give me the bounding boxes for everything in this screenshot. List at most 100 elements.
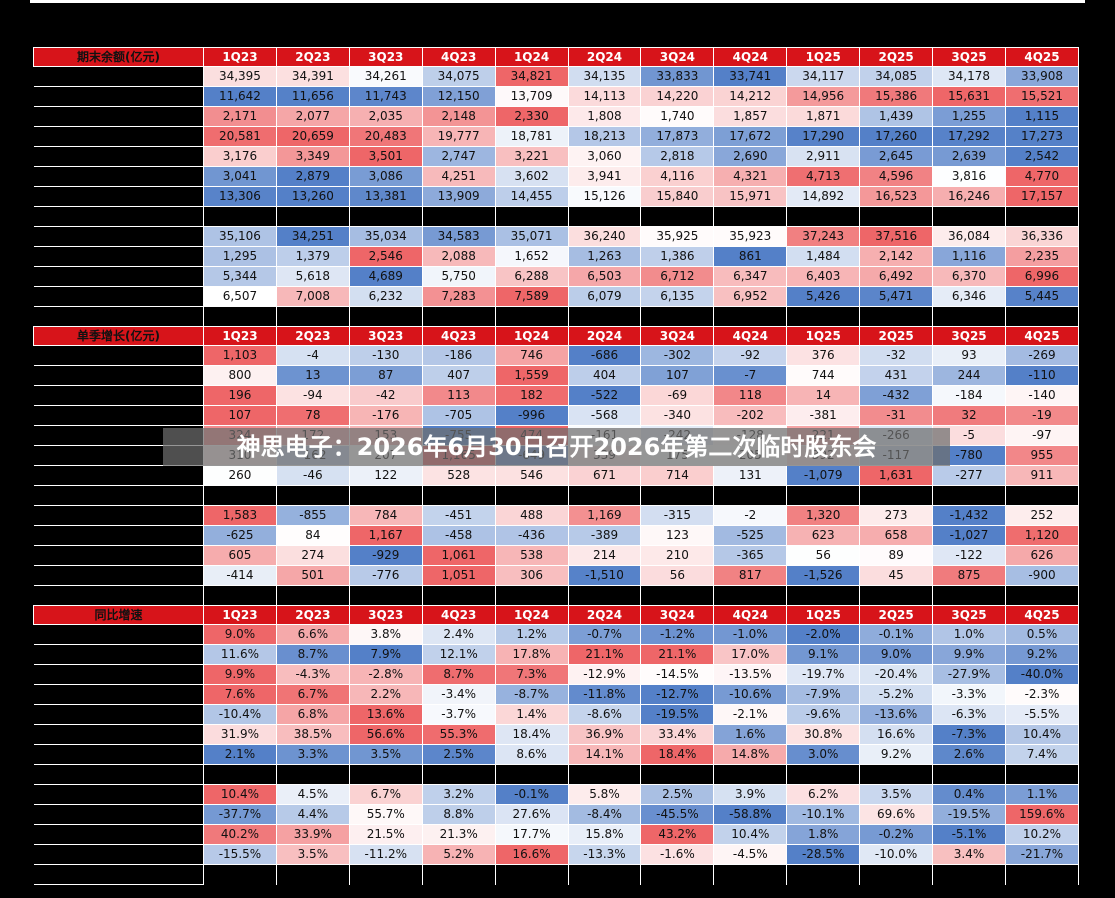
value-cell: 1,255 [932, 106, 1006, 127]
value-cell: 15,386 [859, 86, 934, 107]
value-cell: 5,471 [859, 286, 934, 307]
value-cell: 2,142 [859, 246, 934, 267]
blank-cell [567, 764, 642, 785]
blank-cell [932, 864, 1006, 885]
value-cell: 3.5% [275, 844, 350, 865]
value-cell: -42 [348, 385, 423, 406]
value-cell: 1,263 [567, 246, 642, 267]
value-cell: -10.6% [713, 684, 788, 705]
row: 107 78 -176 -705 -996 -568 -340 -202 -381 -31 32 -1… [33, 405, 1080, 426]
value-cell: 5.2% [421, 844, 496, 865]
value-cell: 9.9% [932, 644, 1006, 665]
value-cell: 8.6% [494, 744, 569, 765]
blank-cell [932, 585, 1006, 606]
value-cell: 2,879 [275, 166, 350, 187]
value-cell: 159.6% [1004, 804, 1080, 825]
value-cell: 14,956 [786, 86, 861, 107]
value-cell: 14,455 [494, 186, 569, 207]
value-cell: 11,642 [203, 86, 277, 107]
value-cell: 214 [567, 545, 642, 566]
value-cell: -302 [640, 345, 715, 366]
value-cell: 1,559 [494, 365, 569, 386]
value-cell: 1.0% [932, 624, 1006, 645]
value-cell: 1,115 [1004, 106, 1080, 127]
column-header: 3Q23 [348, 326, 423, 346]
value-cell: 30.8% [786, 724, 861, 745]
value-cell: 17,273 [1004, 126, 1080, 147]
row: 3,176 3,349 3,501 2,747 3,221 3,060 2,818 2,690… [33, 146, 1080, 167]
blank-cell [713, 864, 788, 885]
value-cell: -37.7% [203, 804, 277, 825]
value-cell: 2,171 [203, 106, 277, 127]
blank-cell [275, 306, 350, 327]
column-header: 4Q24 [713, 326, 788, 346]
blank-cell [203, 306, 277, 327]
value-cell: -625 [203, 525, 277, 546]
row: 1,103 -4 -130 -186 746 -686 -302 -92 376 -32 93 -26… [33, 345, 1080, 366]
value-cell: 3,349 [275, 146, 350, 167]
value-cell: 501 [275, 565, 350, 586]
value-cell: -432 [859, 385, 934, 406]
blank-cell [859, 764, 934, 785]
value-cell: 113 [421, 385, 496, 406]
value-cell: 17.7% [494, 824, 569, 845]
value-cell: -451 [421, 505, 496, 526]
value-cell: 37,243 [786, 226, 861, 247]
value-cell: 5,618 [275, 266, 350, 287]
value-cell: 6,079 [567, 286, 642, 307]
value-cell: 2,077 [275, 106, 350, 127]
value-cell: -389 [567, 525, 642, 546]
value-cell: 6,370 [932, 266, 1006, 287]
value-cell: 2.6% [932, 744, 1006, 765]
column-header: 2Q25 [859, 47, 934, 67]
value-cell: -315 [640, 505, 715, 526]
value-cell: 7,589 [494, 286, 569, 307]
row-label [33, 545, 204, 566]
value-cell: 89 [859, 545, 934, 566]
row-label [33, 186, 204, 207]
blank-cell [859, 585, 934, 606]
value-cell: 3.5% [859, 784, 934, 805]
value-cell: 546 [494, 465, 569, 486]
value-cell: 84 [275, 525, 350, 546]
column-header: 1Q23 [203, 47, 277, 67]
value-cell: 38.5% [275, 724, 350, 745]
value-cell: -4.3% [275, 664, 350, 685]
value-cell: 55.7% [348, 804, 423, 825]
value-cell: 4.5% [275, 784, 350, 805]
value-cell: 1,871 [786, 106, 861, 127]
value-cell: 6,507 [203, 286, 277, 307]
value-cell: 746 [494, 345, 569, 366]
value-cell: -58.8% [713, 804, 788, 825]
value-cell: 538 [494, 545, 569, 566]
value-cell: 210 [640, 545, 715, 566]
value-cell: 6,492 [859, 266, 934, 287]
value-cell: 0.5% [1004, 624, 1080, 645]
value-cell: 875 [932, 565, 1006, 586]
row: 9.9% -4.3% -2.8% 8.7% 7.3% -12.9% -14.5% -13.5%… [33, 664, 1080, 685]
value-cell: -10.4% [203, 704, 277, 725]
value-cell: 3.3% [275, 744, 350, 765]
value-cell: 2,911 [786, 146, 861, 167]
value-cell: 118 [713, 385, 788, 406]
row: 13,306 13,260 13,381 13,909 14,455 15,126 15,8… [33, 186, 1080, 207]
value-cell: 2.1% [203, 744, 277, 765]
value-cell: -6.3% [932, 704, 1006, 725]
value-cell: 14.1% [567, 744, 642, 765]
value-cell: 14,220 [640, 86, 715, 107]
value-cell: 107 [640, 365, 715, 386]
value-cell: -2.3% [1004, 684, 1080, 705]
data-table: 期末余额(亿元) 1Q23 2Q23 3Q23 4Q23 1Q24 2Q24 3Q24 4Q24… [33, 47, 1080, 885]
row: 9.0% 6.6% 3.8% 2.4% 1.2% -0.7% -1.2% -1.0% -2.0%… [33, 624, 1080, 645]
value-cell: 17,292 [932, 126, 1006, 147]
column-header: 1Q24 [494, 326, 569, 346]
value-cell: 1.8% [786, 824, 861, 845]
value-cell: -2 [713, 505, 788, 526]
value-cell: 5,445 [1004, 286, 1080, 307]
value-cell: 34,261 [348, 66, 423, 87]
value-cell: 4,116 [640, 166, 715, 187]
blank-cell [348, 206, 423, 227]
value-cell: 35,923 [713, 226, 788, 247]
value-cell: -69 [640, 385, 715, 406]
value-cell: 431 [859, 365, 934, 386]
